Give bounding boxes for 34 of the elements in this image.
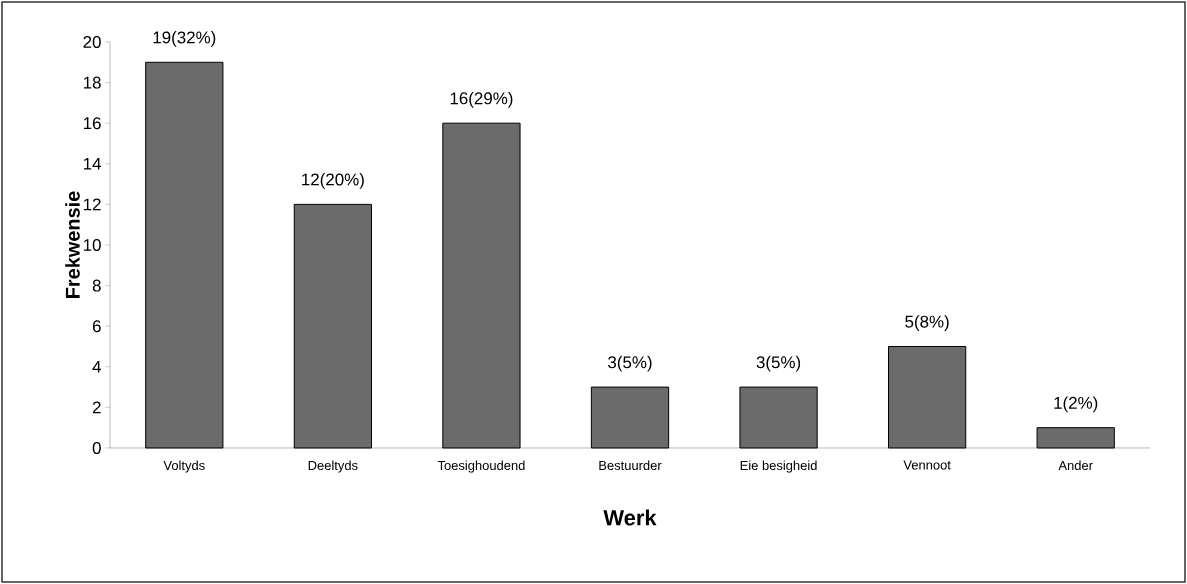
x-tick-label: Toesighoudend [437, 460, 525, 473]
y-tick-label: 2 [92, 401, 101, 414]
y-tick-label: 8 [92, 279, 101, 292]
data-label: 19(32%) [153, 30, 216, 47]
data-label: 3(5%) [756, 355, 801, 372]
y-tick-label: 0 [92, 441, 101, 454]
y-tick-label: 10 [83, 238, 101, 251]
bar [590, 386, 670, 449]
bar [145, 61, 224, 449]
data-label: 1(2%) [1054, 396, 1098, 413]
y-tick-label: 14 [83, 157, 101, 170]
bar [739, 386, 818, 449]
data-label: 12(20%) [302, 173, 364, 189]
bar [442, 122, 521, 449]
y-axis-title: Frekwensie [65, 191, 80, 298]
x-axis-title: Werk [603, 509, 657, 526]
x-tick-label: Voltyds [163, 460, 205, 473]
y-tick-label: 20 [83, 35, 101, 48]
x-tick-label: Eie besigheid [740, 460, 817, 473]
y-tick-label: 4 [92, 360, 101, 373]
y-tick-label: 16 [83, 117, 101, 130]
bar [293, 203, 372, 449]
bar [1036, 427, 1115, 449]
data-label: 16(29%) [450, 91, 513, 108]
y-tick-label: 6 [92, 320, 101, 333]
x-tick-label: Ander [1058, 460, 1093, 471]
y-tick-label: 12 [83, 198, 101, 211]
data-label: 5(8%) [905, 315, 949, 331]
y-tick-label: 18 [83, 76, 101, 89]
x-tick-label: Bestuurder [599, 460, 662, 471]
data-label: 3(5%) [608, 355, 652, 372]
bar [888, 345, 967, 449]
x-tick-label: Vennoot [903, 460, 951, 470]
x-tick-label: Deeltyds [308, 460, 358, 473]
